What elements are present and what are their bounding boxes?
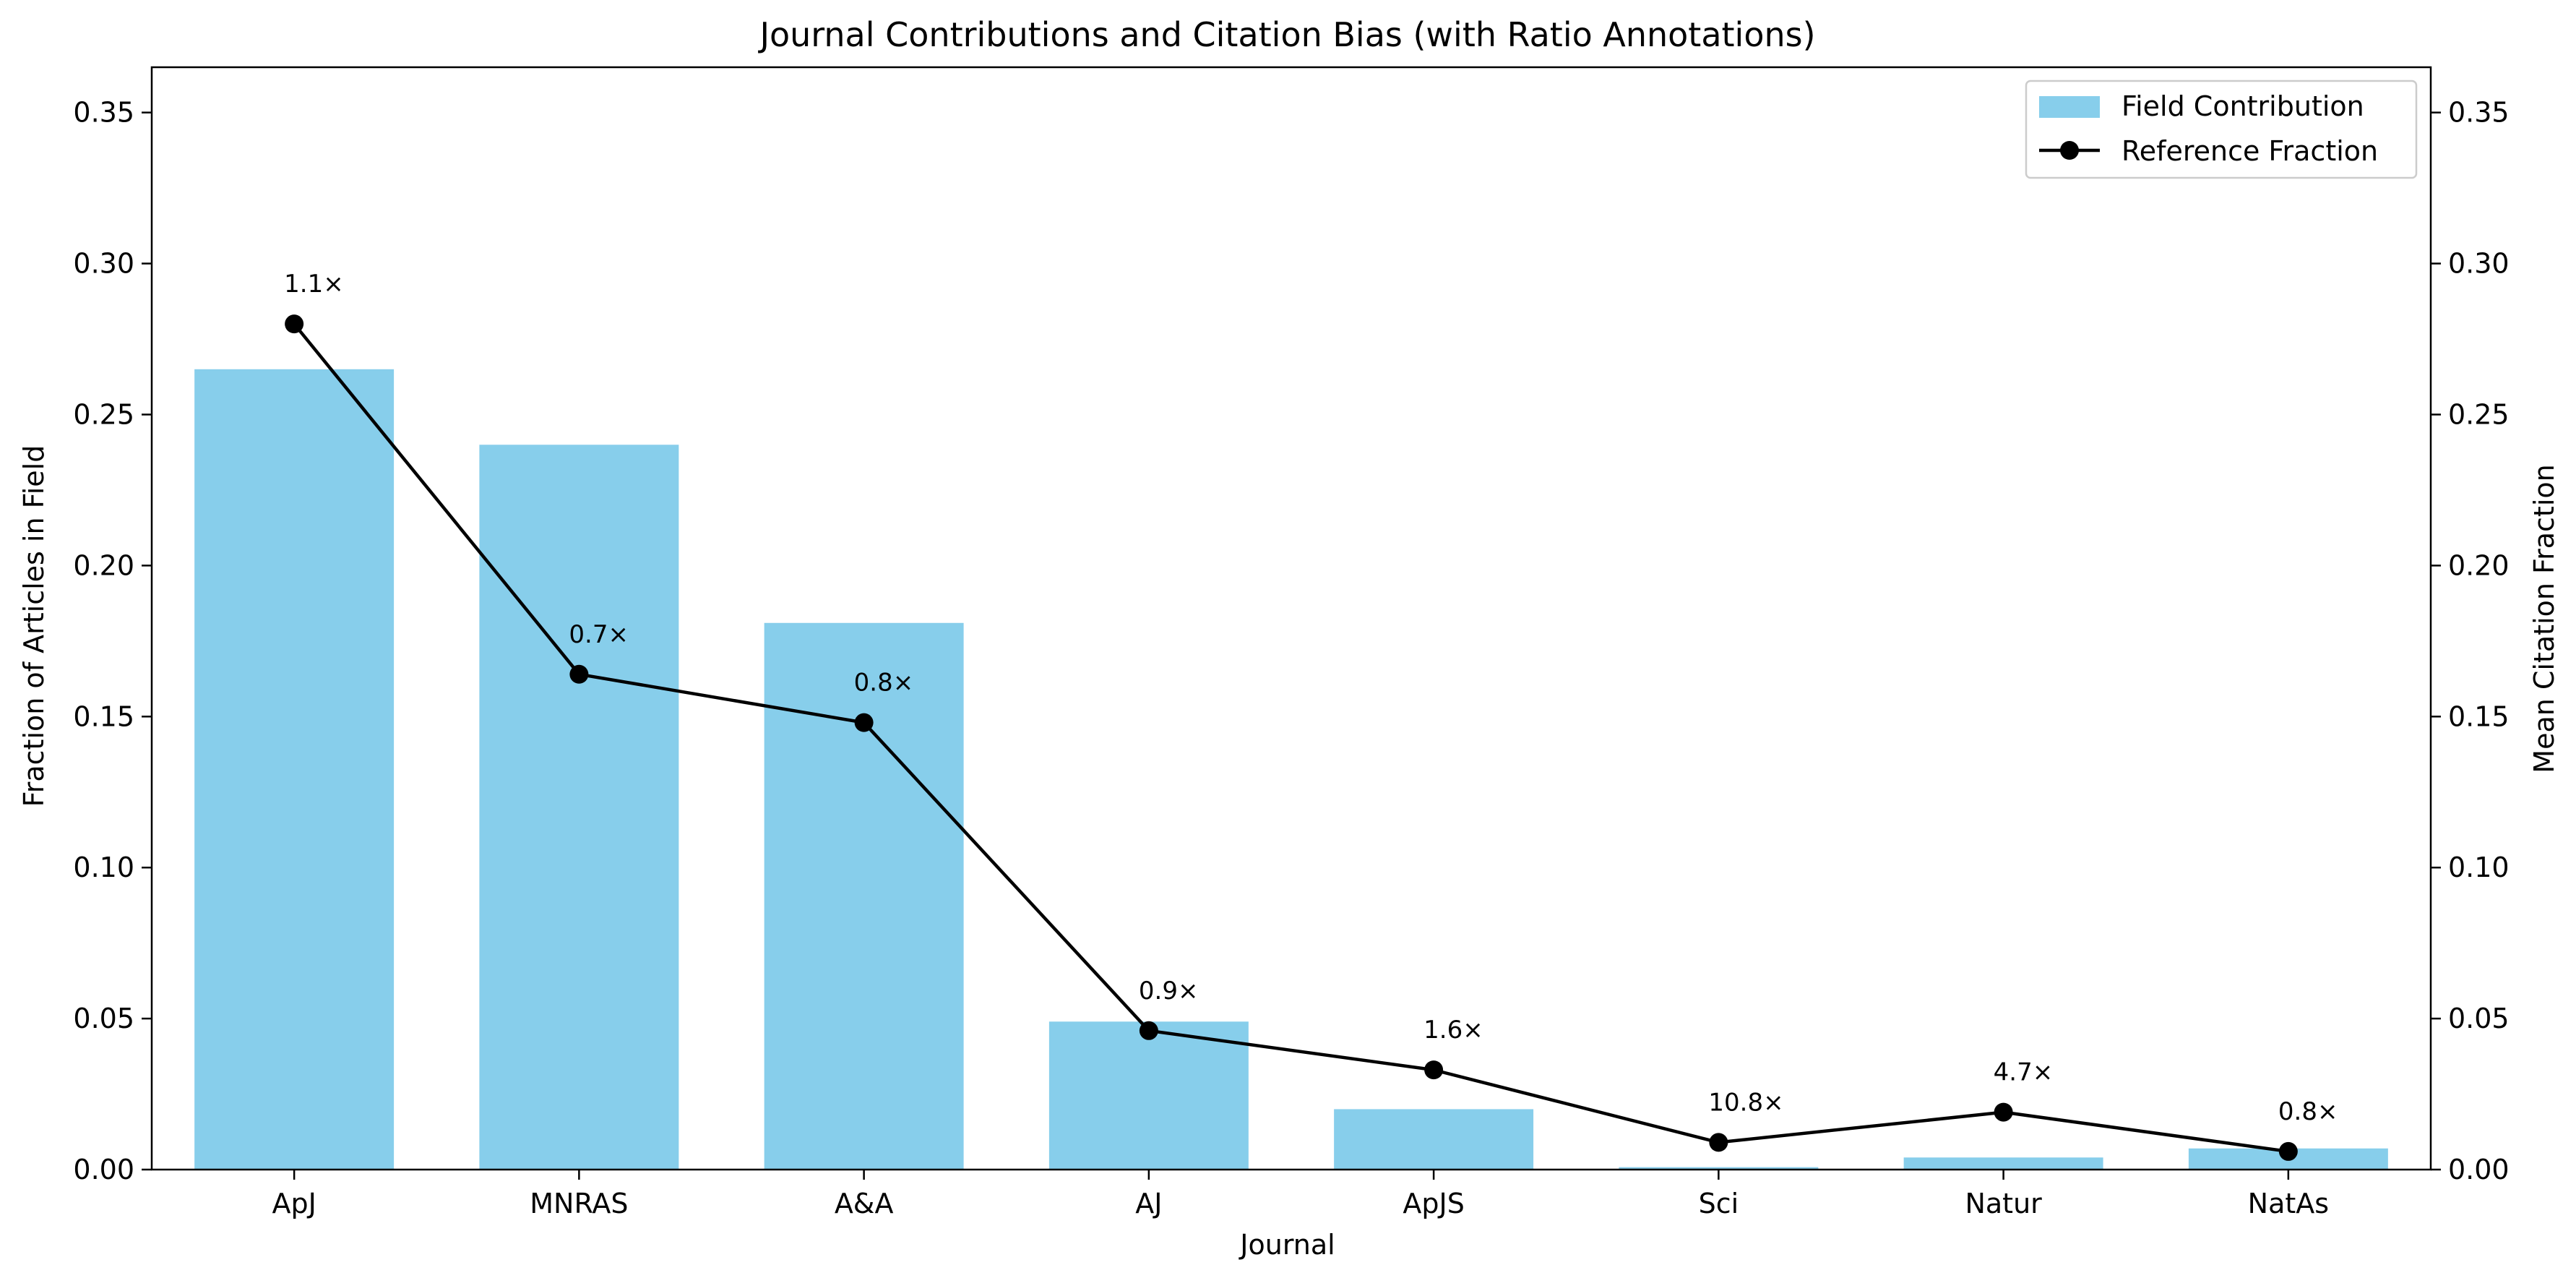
y2-tick-label: 0.25 — [2448, 398, 2510, 430]
y-tick-label: 0.25 — [73, 398, 134, 430]
x-tick-label-a-a: A&A — [835, 1188, 894, 1219]
point-apjs — [1424, 1060, 1444, 1080]
bar-apj — [194, 369, 395, 1170]
point-natur — [1994, 1102, 2013, 1122]
annotation-a-a: 0.8× — [854, 669, 914, 698]
y-tick-label: 0.30 — [73, 248, 134, 280]
bars-group — [194, 369, 2388, 1170]
x-axis-title: Journal — [1239, 1229, 1335, 1261]
annotation-mnras: 0.7× — [569, 620, 629, 649]
bar-aj — [1048, 1021, 1249, 1170]
y2-tick-label: 0.05 — [2448, 1003, 2510, 1034]
plot-frame — [150, 66, 2432, 1171]
y-tick-label: 0.05 — [73, 1003, 134, 1034]
bar-mnras — [479, 445, 679, 1170]
axes-group: 0.00 0.05 0.10 0.15 0.20 0.25 0.30 0.35 0.00 0.05… — [73, 66, 2510, 1219]
point-a-a — [854, 713, 874, 732]
annotation-natas: 0.8× — [2278, 1097, 2338, 1126]
annotation-aj: 0.9× — [1139, 977, 1199, 1005]
annotation-apj: 1.1× — [284, 270, 344, 299]
point-sci — [1709, 1133, 1728, 1152]
legend-label-field-contribution: Field Contribution — [2121, 90, 2364, 122]
y2-tick-label: 0.30 — [2448, 248, 2510, 280]
ratio-annotations: 1.1× 0.7× 0.8× 0.9× 1.6× 10.8× 4.7× 0.8× — [284, 270, 2338, 1126]
annotation-natur: 4.7× — [1994, 1058, 2054, 1087]
y2-tick-label: 0.10 — [2448, 852, 2510, 883]
y-tick-label: 0.10 — [73, 852, 134, 883]
x-tick-label-apj: ApJ — [272, 1188, 316, 1219]
x-tick-label-aj: AJ — [1135, 1188, 1162, 1219]
y-tick-label: 0.20 — [73, 549, 134, 581]
legend-label-reference-fraction: Reference Fraction — [2121, 135, 2378, 167]
y-tick-label: 0.00 — [73, 1154, 134, 1185]
bar-sci — [1619, 1167, 1819, 1170]
x-tick-label-natas: NatAs — [2248, 1188, 2329, 1219]
point-natas — [2278, 1141, 2298, 1161]
bar-apjs — [1334, 1109, 1534, 1170]
chart-title: Journal Contributions and Citation Bias … — [757, 15, 1815, 54]
point-mnras — [569, 664, 589, 684]
y-tick-label: 0.15 — [73, 700, 134, 732]
reference-fraction-line — [293, 322, 2289, 1154]
point-apj — [285, 314, 304, 334]
bar-a-a — [764, 622, 964, 1170]
x-tick-label-mnras: MNRAS — [530, 1188, 628, 1219]
y2-tick-label: 0.20 — [2448, 549, 2510, 581]
x-tick-label-sci: Sci — [1699, 1188, 1739, 1219]
y-tick-label: 0.35 — [73, 97, 134, 129]
x-tick-label-natur: Natur — [1965, 1188, 2042, 1219]
point-aj — [1139, 1021, 1158, 1040]
y2-tick-label: 0.35 — [2448, 97, 2510, 129]
legend: Field Contribution Reference Fraction — [2025, 80, 2418, 179]
x-tick-label-apjs: ApJS — [1403, 1188, 1464, 1219]
y2-tick-label: 0.15 — [2448, 700, 2510, 732]
bar-natur — [1903, 1157, 2103, 1170]
annotation-sci: 10.8× — [1708, 1088, 1783, 1117]
y-axis-title: Fraction of Articles in Field — [18, 445, 50, 807]
y2-axis-title: Mean Citation Fraction — [2528, 464, 2560, 773]
legend-frame — [2025, 80, 2418, 179]
line-series-group — [285, 314, 2298, 1161]
legend-marker-reference-fraction — [2060, 141, 2079, 160]
annotation-apjs: 1.6× — [1423, 1016, 1483, 1045]
y2-tick-label: 0.00 — [2448, 1154, 2510, 1185]
legend-swatch-field-contribution — [2039, 96, 2100, 118]
